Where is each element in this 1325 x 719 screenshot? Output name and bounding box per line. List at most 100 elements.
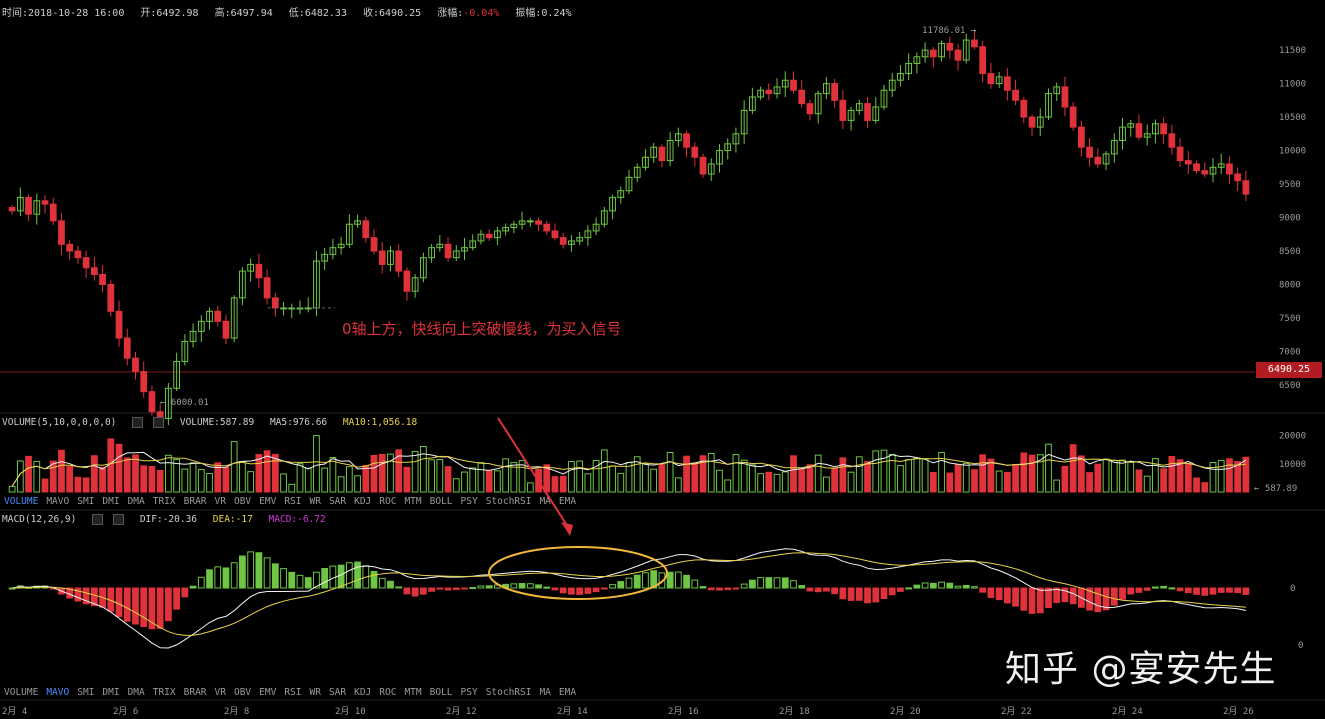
indicator-tab[interactable]: SAR: [328, 687, 347, 698]
change-label: 涨幅:-0.04%: [437, 8, 500, 19]
macd-histogram-bar: [1168, 587, 1176, 590]
indicator-tab[interactable]: VOLUME: [4, 496, 39, 507]
macd-histogram-bar: [699, 586, 707, 589]
indicator-tab[interactable]: WR: [309, 496, 321, 507]
indicator-tab[interactable]: MTM: [404, 496, 422, 507]
indicator-tab[interactable]: MA: [539, 687, 551, 698]
indicator-tab[interactable]: MTM: [404, 687, 422, 698]
macd-histogram-bar: [551, 587, 559, 591]
candle-body: [49, 203, 57, 222]
macd-histogram-bar: [337, 564, 345, 589]
macd-histogram-bar: [206, 569, 213, 589]
volume-bar: [444, 466, 452, 493]
macd-histogram-bar: [576, 587, 584, 595]
volume-bar: [197, 469, 205, 493]
macd-histogram-bar: [1184, 587, 1192, 594]
indicator-tab[interactable]: EMA: [558, 687, 577, 698]
volume-last-label: ← 587.89: [1254, 484, 1297, 494]
indicator-tab[interactable]: TRIX: [152, 687, 176, 698]
candle-body: [419, 257, 427, 279]
macd-histogram-bar: [189, 585, 197, 589]
volume-bar: [90, 455, 98, 493]
indicator-tab[interactable]: StochRSI: [485, 687, 532, 698]
indicator-tab[interactable]: DMA: [127, 496, 145, 507]
low-label: 低:6482.33: [288, 8, 347, 19]
volume-bar: [855, 456, 863, 493]
macd-histogram-bar: [1012, 587, 1019, 607]
indicator-tab[interactable]: OBV: [233, 687, 252, 698]
indicator-tab[interactable]: KDJ: [354, 687, 372, 698]
indicator-tab[interactable]: ROC: [379, 687, 397, 698]
indicator-tab[interactable]: SAR: [328, 496, 347, 507]
candle-body: [839, 99, 847, 121]
volume-bar: [263, 450, 271, 493]
volume-ma10-line: [11, 455, 1246, 487]
indicator-tab[interactable]: BOLL: [429, 687, 453, 698]
indicator-tab[interactable]: MAVO: [46, 496, 70, 507]
arrow-head: [561, 522, 573, 536]
volume-bar: [378, 453, 386, 493]
indicator-tab[interactable]: SMI: [77, 496, 95, 507]
indicator-tab[interactable]: EMV: [259, 687, 277, 698]
volume-bar: [1217, 459, 1225, 493]
macd-histogram-bar: [90, 587, 98, 607]
volume-bar: [239, 460, 246, 493]
candle-body: [666, 140, 674, 162]
indicator-tab[interactable]: VOLUME: [4, 687, 39, 698]
volume-bar: [962, 462, 970, 493]
candle-body: [1152, 123, 1159, 135]
volume-bar: [510, 462, 518, 493]
indicator-tab[interactable]: VR: [214, 687, 226, 698]
volume-bar: [674, 477, 682, 493]
indicator-tab[interactable]: EMV: [259, 496, 277, 507]
candle-body: [913, 56, 921, 64]
indicator-tab[interactable]: WR: [309, 687, 321, 698]
volume-bar: [1069, 444, 1077, 493]
volume-bar: [650, 468, 658, 493]
macd-histogram-bar: [280, 568, 287, 589]
indicator-tab[interactable]: PSY: [460, 496, 478, 507]
indicator-tab[interactable]: RSI: [284, 496, 302, 507]
indicator-tab[interactable]: BRAR: [183, 496, 207, 507]
volume-bar: [41, 478, 49, 493]
indicator-tab[interactable]: MA: [539, 496, 551, 507]
indicator-tab[interactable]: BOLL: [429, 496, 453, 507]
macd-histogram-bar: [518, 582, 526, 589]
volume-bar: [1012, 464, 1019, 493]
settings-icon[interactable]: [92, 514, 104, 525]
indicator-tab[interactable]: SMI: [77, 687, 95, 698]
candle-body: [189, 330, 197, 342]
indicator-tab[interactable]: DMA: [127, 687, 145, 698]
annotation-text: 0轴上方，快线向上突破慢线，为买入信号: [342, 320, 622, 338]
price-tick-label: 11500: [1279, 46, 1306, 56]
indicator-tab[interactable]: VR: [214, 496, 226, 507]
indicator-tab[interactable]: KDJ: [354, 496, 372, 507]
indicator-tab[interactable]: OBV: [233, 496, 252, 507]
candle-body: [387, 250, 394, 265]
candle-body: [880, 89, 888, 108]
macd-histogram-bar: [798, 585, 806, 589]
indicator-tab[interactable]: StochRSI: [485, 496, 532, 507]
indicator-tab[interactable]: ROC: [379, 496, 397, 507]
indicator-tab[interactable]: EMA: [558, 496, 577, 507]
indicator-tab[interactable]: MAVO: [46, 687, 70, 698]
change-value: -0.04%: [463, 8, 500, 19]
indicator-tab[interactable]: PSY: [460, 687, 478, 698]
indicator-tab[interactable]: DMI: [102, 496, 120, 507]
indicator-tab[interactable]: TRIX: [152, 496, 176, 507]
indicator-tab[interactable]: RSI: [284, 687, 302, 698]
candle-body: [732, 133, 740, 145]
indicator-tab[interactable]: BRAR: [183, 687, 207, 698]
settings-icon[interactable]: [132, 417, 144, 428]
macd-histogram-bar: [428, 587, 435, 592]
macd-header: MACD(12,26,9) DIF:-20.36 DEA:-17 MACD:-6…: [2, 514, 336, 525]
close-icon[interactable]: [153, 417, 165, 428]
macd-histogram-bar: [748, 579, 756, 589]
volume-bar: [1020, 452, 1028, 493]
indicator-tab[interactable]: DMI: [102, 687, 120, 698]
close-icon[interactable]: [113, 514, 125, 525]
volume-ma5-line: [11, 451, 1247, 487]
candle-body: [1036, 116, 1044, 128]
macd-histogram-bar: [987, 587, 995, 598]
